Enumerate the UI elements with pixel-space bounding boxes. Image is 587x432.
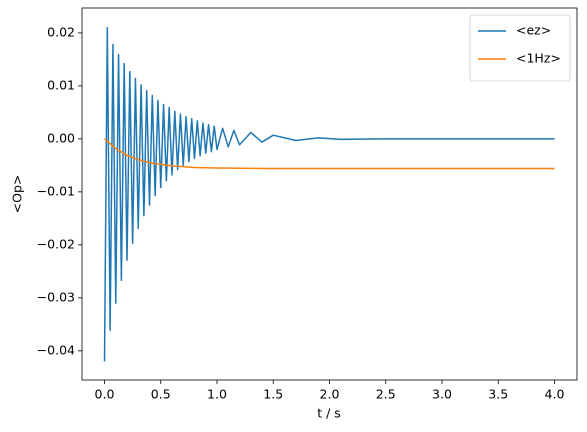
x-axis-label: t / s bbox=[317, 406, 341, 421]
x-tick-label: 3.5 bbox=[488, 387, 508, 402]
x-tick-label: 0.5 bbox=[151, 387, 171, 402]
y-tick-label: 0.01 bbox=[47, 77, 75, 92]
y-axis-label: <Op> bbox=[10, 175, 25, 214]
y-tick-label: 0.02 bbox=[47, 24, 75, 39]
y-tick-label: −0.03 bbox=[37, 289, 75, 304]
x-tick-label: 1.5 bbox=[263, 387, 283, 402]
x-tick-label: 3.0 bbox=[432, 387, 452, 402]
y-tick-label: −0.02 bbox=[37, 236, 75, 251]
legend-label: <ez> bbox=[516, 23, 551, 38]
x-tick-label: 4.0 bbox=[545, 387, 565, 402]
legend-label: <1Hz> bbox=[516, 51, 561, 66]
y-tick-label: 0.00 bbox=[47, 130, 75, 145]
data-line bbox=[103, 26, 555, 362]
x-tick-label: 2.0 bbox=[320, 387, 340, 402]
x-tick-label: 0.0 bbox=[95, 387, 115, 402]
axes-frame bbox=[81, 7, 578, 381]
data-line bbox=[104, 138, 555, 170]
y-tick-label: −0.04 bbox=[37, 342, 75, 357]
x-tick-label: 2.5 bbox=[376, 387, 396, 402]
y-tick-label: −0.01 bbox=[37, 183, 75, 198]
x-tick-label: 1.0 bbox=[207, 387, 227, 402]
